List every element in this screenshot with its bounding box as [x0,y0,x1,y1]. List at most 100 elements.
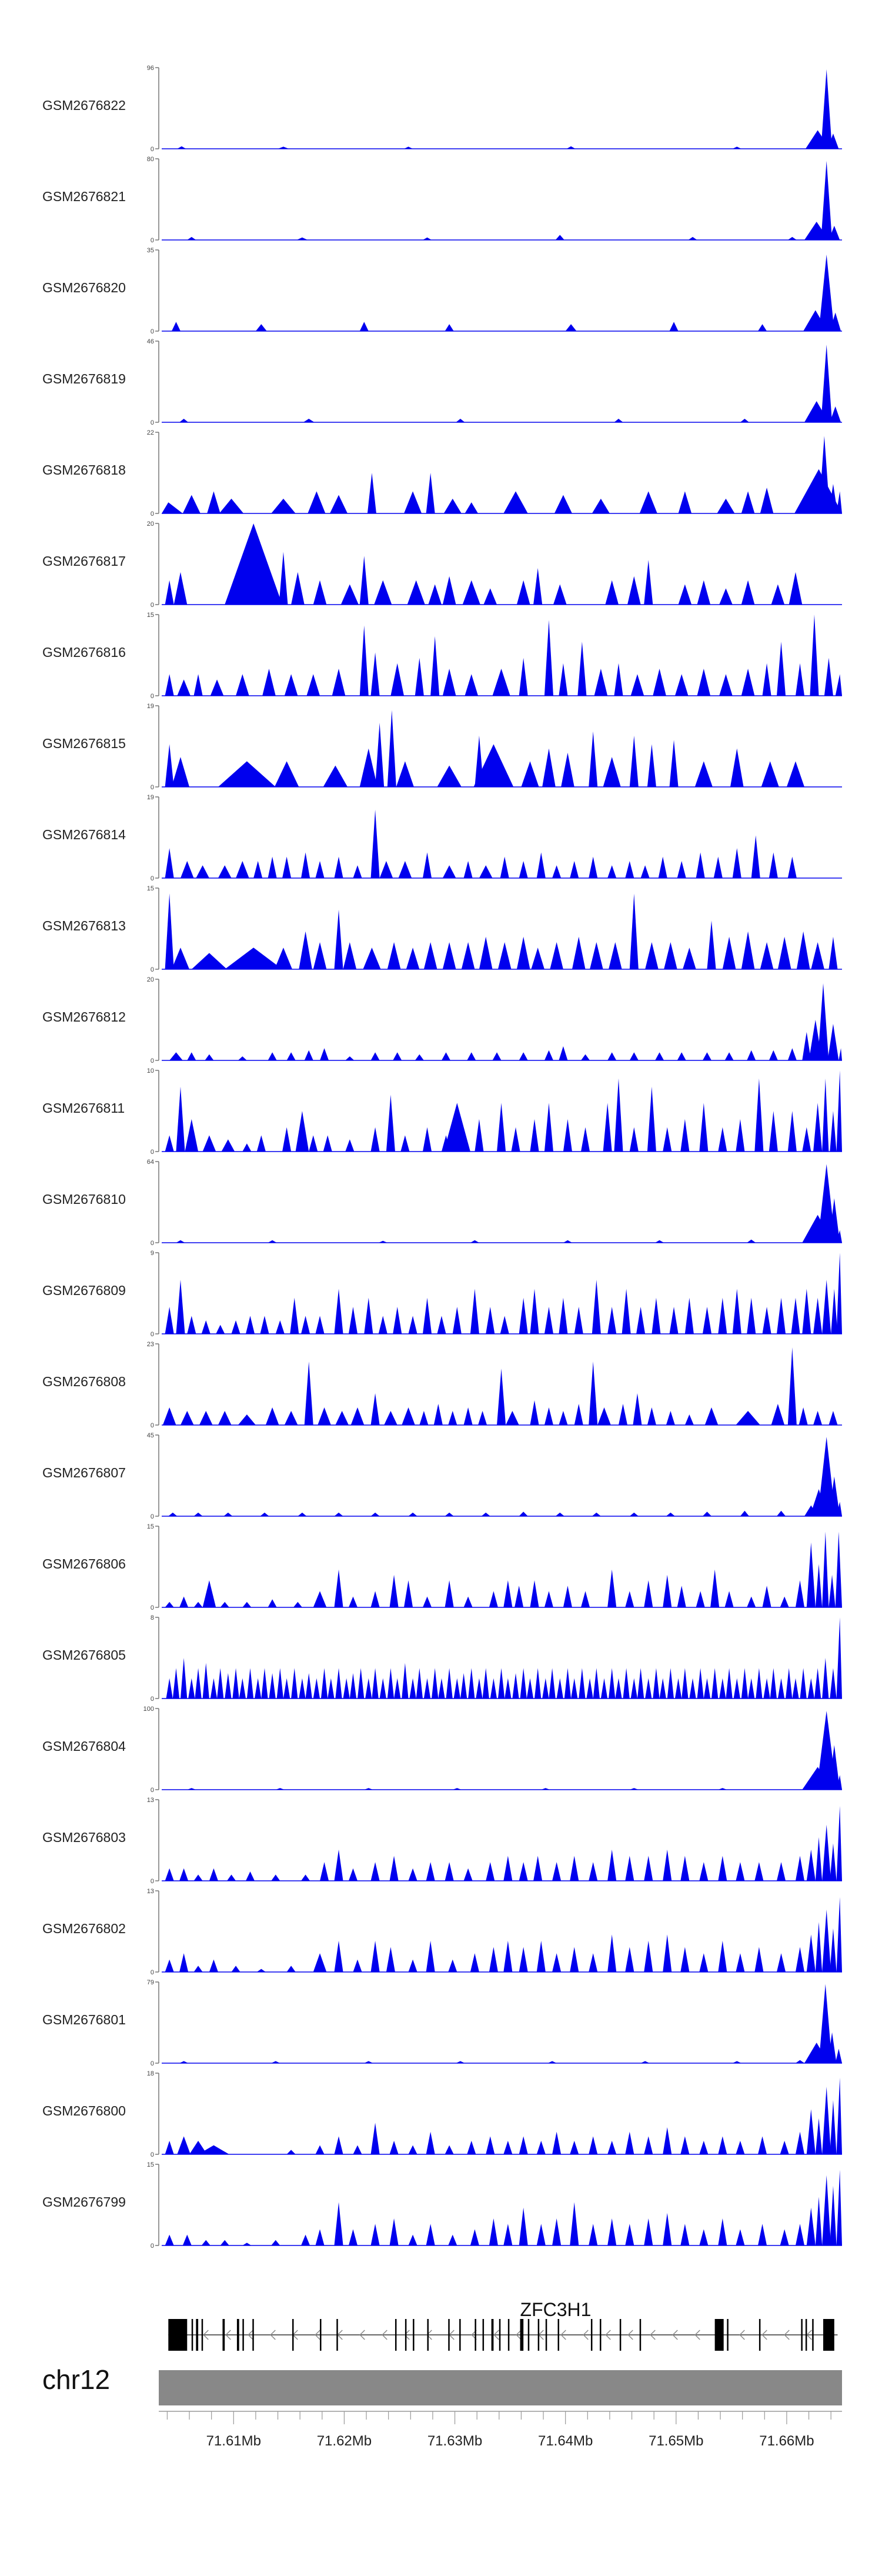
signal-peak [777,1510,786,1516]
signal-peak [680,2224,690,2245]
y-axis-zero-label: 0 [151,784,154,791]
signal-peak [301,1316,310,1334]
signal-peak [195,1668,202,1699]
signal-peak [364,1297,373,1334]
strand-arrow [404,2330,410,2340]
signal-peak [719,588,733,605]
signal-peak [299,1678,306,1699]
track-label: GSM2676805 [42,1647,126,1663]
exon-block [537,2319,540,2351]
y-axis-zero-label: 0 [151,602,154,609]
chromosome-label: chr12 [42,2364,110,2395]
signal-peak [836,1230,842,1243]
signal-peak [791,1297,800,1334]
signal-peak [802,1289,811,1334]
y-axis-max-label: 19 [147,703,154,710]
signal-peak [732,2061,741,2063]
signal-peak [625,1856,634,1881]
signal-peak [359,748,377,787]
signal-peak [219,498,244,513]
signal-peak [165,1601,174,1607]
signal-peak [443,1103,470,1152]
signal-peak [519,860,528,878]
signal-peak [490,1678,497,1699]
signal-peak [644,1580,653,1607]
y-axis-zero-label: 0 [151,419,154,426]
signal-peak [836,1806,842,1881]
signal-peak [334,1289,343,1334]
signal-peak [747,1050,756,1060]
track-label: GSM2676809 [42,1283,126,1298]
signal-peak [408,1316,417,1334]
track-GSM2676811: GSM2676811 10 0 [42,1067,842,1156]
signal-peak [282,856,292,878]
signal-peak [387,1668,395,1699]
signal-peak [836,2077,842,2154]
signal-peak [806,2207,816,2245]
track-GSM2676810: GSM2676810 64 0 [42,1159,842,1247]
signal-peak [802,1032,811,1060]
signal-peak [177,2136,191,2154]
strand-arrow [739,2330,745,2340]
signal-peak [313,942,327,969]
signal-peak [173,572,188,605]
signal-peak [313,1953,327,1972]
exon-block [459,2319,461,2351]
signal-peak [669,740,679,787]
signal-peak [761,761,779,787]
signal-peak [836,491,842,513]
signal-peak [718,1788,727,1790]
track-label: GSM2676819 [42,371,126,386]
signal-peak [426,1862,435,1881]
signal-peak [165,848,174,878]
signal-peak [422,1596,432,1607]
signal-peak [544,1591,553,1607]
signal-peak [732,1289,741,1334]
signal-peak [165,2234,174,2245]
track-GSM2676808: GSM2676808 23 0 [42,1341,842,1429]
signal-peak [519,1511,528,1516]
signal-peak [315,860,325,878]
signal-peak [607,1052,617,1060]
signal-peak [470,1240,479,1243]
signal-peak [470,2229,479,2245]
signal-peak [828,936,838,969]
signal-peak [563,1119,572,1152]
signal-peak [168,1512,178,1516]
signal-peak [500,856,509,878]
signal-peak [828,1411,838,1425]
signal-peak [359,556,369,605]
signal-peak [393,1307,402,1334]
signal-peak [329,495,348,513]
signal-peak [301,1874,310,1881]
track-GSM2676813: GSM2676813 15 0 [42,885,842,973]
signal-peak [387,710,396,787]
signal-peak [162,1407,176,1425]
signal-peak [640,2061,650,2063]
signal-peak [609,942,622,969]
signal-peak [625,1947,634,1972]
signal-peak [448,1959,457,1972]
signal-peak [741,931,755,969]
signal-peak [555,235,564,240]
signal-peak [353,1959,362,1972]
signal-peak [835,1531,842,1607]
signal-peak [433,1404,443,1425]
signal-peak [533,1856,543,1881]
exon-block [619,2319,622,2351]
signal-peak [589,1862,598,1881]
signal-peak [581,1054,590,1060]
track-label: GSM2676820 [42,280,126,295]
signal-peak [607,1934,617,1972]
signal-peak [283,1678,290,1699]
signal-peak [780,1596,789,1607]
signal-peak [475,1119,484,1152]
signal-peak [618,1404,628,1425]
signal-peak [350,1407,365,1425]
signal-peak [684,1414,694,1425]
signal-peak [298,1512,307,1516]
signal-peak [226,1874,236,1881]
signal-peak [828,1574,836,1607]
signal-peak [530,1289,539,1334]
signal-peak [301,2234,310,2245]
